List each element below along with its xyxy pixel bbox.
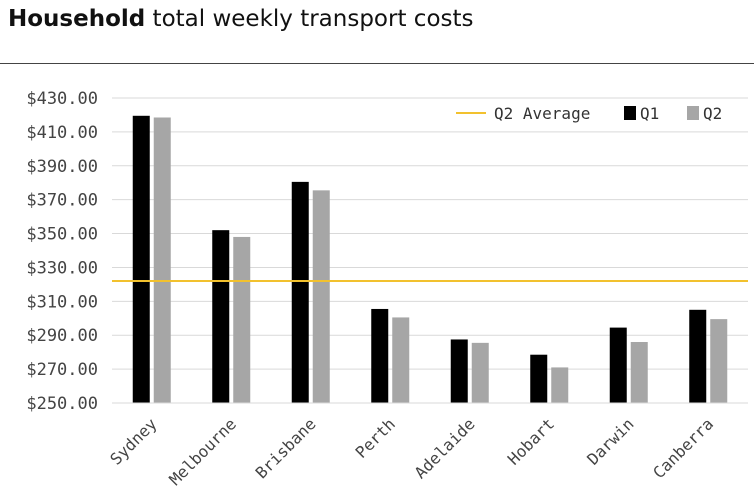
y-tick-label: $310.00: [26, 292, 98, 312]
y-tick-label: $410.00: [26, 123, 98, 143]
bar-q2-hobart: [551, 367, 569, 403]
bar-q2-canberra: [710, 319, 728, 403]
y-tick-label: $290.00: [26, 326, 98, 346]
x-label-darwin: Darwin: [583, 414, 637, 468]
bar-q2-brisbane: [312, 190, 330, 403]
bar-q2-perth: [392, 317, 410, 403]
bar-q1-sydney: [132, 115, 150, 404]
legend-swatch-q2: [687, 106, 699, 120]
legend: Q2 Average Q1 Q2: [456, 104, 722, 123]
bar-q1-darwin: [609, 327, 627, 403]
x-label-canberra: Canberra: [649, 414, 717, 482]
y-tick-label: $350.00: [26, 225, 98, 245]
chart-title: Household total weekly transport costs: [8, 4, 474, 34]
y-tick-label: $270.00: [26, 360, 98, 380]
chart-title-rest: total weekly transport costs: [145, 6, 474, 32]
x-label-perth: Perth: [352, 414, 399, 461]
bar-q1-brisbane: [291, 181, 309, 403]
y-axis-ticks: $430.00 $410.00 $390.00 $370.00 $350.00 $330.…: [26, 89, 98, 414]
x-label-brisbane: Brisbane: [252, 414, 320, 482]
legend-swatch-q1: [624, 106, 636, 120]
legend-label-q1: Q1: [640, 104, 659, 123]
y-tick-label: $390.00: [26, 157, 98, 177]
chart-title-bold: Household: [8, 6, 146, 32]
bar-q2-sydney: [153, 117, 171, 403]
legend-label-q2: Q2: [703, 104, 722, 123]
x-axis-labels: Sydney Melbourne Brisbane Perth Adelaide Hoba…: [106, 414, 717, 489]
y-tick-label: $250.00: [26, 394, 98, 414]
x-label-sydney: Sydney: [106, 414, 161, 469]
y-tick-label: $330.00: [26, 258, 98, 278]
bar-q2-melbourne: [233, 236, 251, 403]
bar-q1-perth: [371, 308, 389, 403]
x-label-adelaide: Adelaide: [411, 414, 479, 482]
bar-q2-darwin: [630, 342, 648, 403]
title-divider: [0, 63, 754, 64]
bar-q1-adelaide: [450, 339, 468, 403]
bar-q2-adelaide: [471, 342, 489, 403]
bar-q1-canberra: [689, 309, 707, 403]
y-tick-label: $370.00: [26, 191, 98, 211]
bar-q1-melbourne: [212, 230, 230, 403]
bars: [112, 115, 748, 404]
x-label-melbourne: Melbourne: [165, 414, 240, 489]
bar-q1-hobart: [530, 354, 548, 403]
y-tick-label: $430.00: [26, 89, 98, 109]
legend-label-average: Q2 Average: [494, 104, 590, 123]
gridlines: [112, 97, 748, 404]
x-label-hobart: Hobart: [504, 414, 558, 468]
